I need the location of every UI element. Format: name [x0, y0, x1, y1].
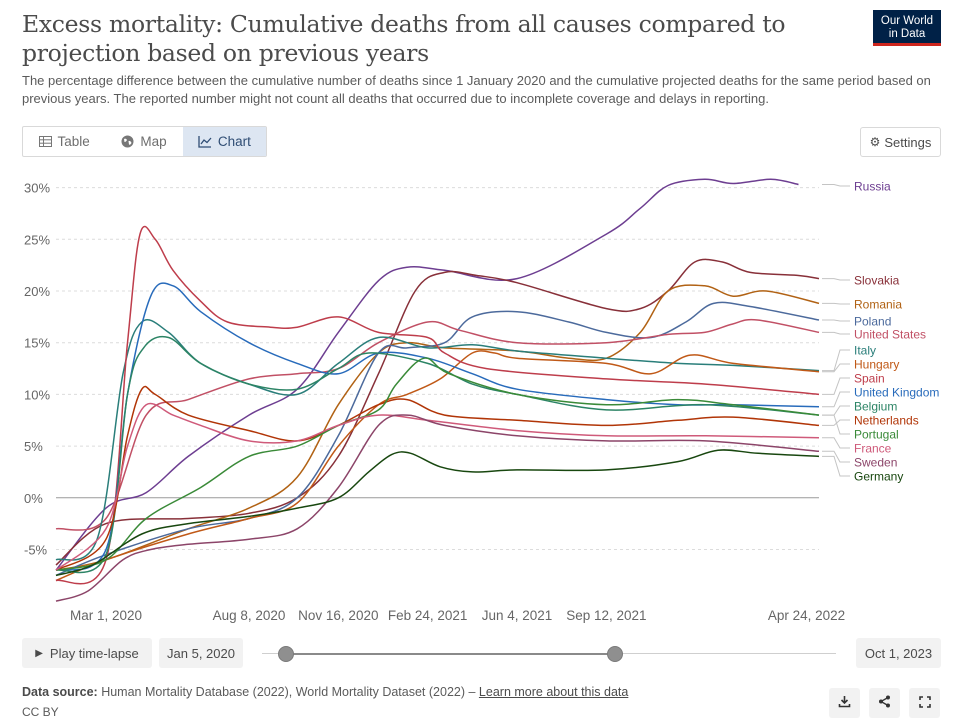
series-line-hungary — [55, 350, 820, 582]
legend-label-slovakia: Slovakia — [854, 274, 900, 288]
series-line-slovakia — [55, 258, 820, 566]
legend-label-united-states: United States — [854, 328, 926, 342]
play-label: Play time-lapse — [49, 645, 139, 661]
legend-label-poland: Poland — [854, 315, 891, 329]
chart-subtitle: The percentage difference between the cu… — [22, 73, 931, 106]
legend-label-netherlands: Netherlands — [854, 414, 919, 428]
settings-button[interactable]: ⚙ Settings — [860, 127, 941, 157]
table-icon — [38, 136, 52, 147]
legend-connector — [822, 455, 850, 477]
series-line-portugal — [55, 357, 820, 571]
legend-label-belgium: Belgium — [854, 400, 897, 414]
owid-logo[interactable]: Our World in Data — [873, 10, 941, 46]
series-line-united-states — [55, 318, 820, 531]
share-button[interactable] — [869, 688, 900, 718]
end-date-label: Oct 1, 2023 — [856, 638, 941, 668]
tab-chart[interactable]: Chart — [182, 127, 266, 156]
x-tick-label: Mar 1, 2020 — [70, 608, 142, 623]
y-tick-label: 30% — [24, 181, 50, 196]
legend-connector — [822, 405, 850, 416]
legend-connector — [822, 331, 850, 335]
logo-line-1: Our World — [880, 15, 934, 27]
y-tick-label: 25% — [24, 232, 50, 247]
legend-connector — [822, 184, 850, 187]
start-date-label: Jan 5, 2020 — [159, 638, 243, 668]
y-tick-label: -5% — [24, 543, 48, 558]
settings-label: Settings — [884, 134, 932, 150]
legend-label-france: France — [854, 442, 892, 456]
series-line-germany — [55, 449, 820, 577]
y-tick-label: 20% — [24, 284, 50, 299]
series-line-belgium — [55, 335, 820, 574]
series-line-sweden — [55, 414, 820, 602]
legend-connector — [822, 319, 850, 322]
legend-connector — [822, 377, 850, 395]
view-tabs: Table Map Chart — [22, 126, 267, 157]
play-timelapse-button[interactable]: ▶ Play time-lapse — [22, 638, 152, 668]
chart-title: Excess mortality: Cumulative deaths from… — [22, 10, 786, 67]
x-tick-label: Apr 24, 2022 — [768, 608, 845, 623]
legend-label-united-kingdom: United Kingdom — [854, 386, 939, 400]
legend-label-germany: Germany — [854, 470, 903, 484]
legend-label-spain: Spain — [854, 372, 885, 386]
x-tick-label: Nov 16, 2020 — [298, 608, 378, 623]
y-tick-label: 10% — [24, 387, 50, 402]
x-tick-label: Sep 12, 2021 — [566, 608, 646, 623]
legend-connector — [822, 391, 850, 408]
learn-more-link[interactable]: Learn more about this data — [478, 685, 629, 699]
fullscreen-button[interactable] — [909, 688, 940, 718]
series-line-spain — [55, 225, 820, 585]
data-source: Data source: Human Mortality Database (2… — [22, 685, 628, 699]
legend-label-romania: Romania — [854, 298, 902, 312]
timeline-end-handle[interactable] — [607, 646, 623, 662]
download-button[interactable] — [829, 688, 860, 718]
legend-connector — [822, 450, 850, 463]
y-tick-label: 5% — [24, 439, 43, 454]
series-line-france — [55, 402, 820, 571]
x-tick-label: Feb 24, 2021 — [388, 608, 468, 623]
gear-icon: ⚙ — [869, 135, 881, 149]
tab-table[interactable]: Table — [23, 127, 105, 156]
share-icon — [878, 695, 891, 711]
legend-label-sweden: Sweden — [854, 456, 897, 470]
x-tick-label: Jun 4, 2021 — [482, 608, 553, 623]
expand-icon — [918, 695, 931, 711]
y-tick-label: 15% — [24, 336, 50, 351]
legend-connector — [822, 437, 850, 449]
license: CC BY — [22, 705, 59, 719]
globe-icon — [121, 135, 134, 148]
series-line-united-kingdom — [55, 282, 820, 571]
tab-table-label: Table — [57, 134, 90, 149]
source-label: Data source: — [22, 685, 98, 699]
legend-connector — [822, 419, 850, 426]
source-text: Human Mortality Database (2022), World M… — [97, 685, 479, 699]
series-line-romania — [55, 284, 820, 571]
legend-connector — [822, 363, 850, 373]
download-icon — [838, 695, 851, 711]
series-line-poland — [55, 301, 820, 577]
y-tick-label: 0% — [24, 491, 43, 506]
legend-label-hungary: Hungary — [854, 358, 899, 372]
tab-chart-label: Chart — [217, 134, 251, 149]
line-chart: -5% 0% 5% 10% 15% 20% 25% 30% Mar 1, 2020 Aug 8, … — [24, 178, 939, 623]
legend-label-russia: Russia — [854, 180, 891, 194]
timeline-selected-range — [286, 653, 615, 655]
tab-map[interactable]: Map — [105, 127, 182, 156]
x-tick-label: Aug 8, 2020 — [213, 608, 286, 623]
legend-label-italy: Italy — [854, 344, 876, 358]
timeline-start-handle[interactable] — [278, 646, 294, 662]
legend-connector — [822, 302, 850, 305]
legend-connector — [822, 349, 850, 372]
tab-map-label: Map — [140, 134, 167, 149]
legend-connector — [822, 278, 850, 281]
logo-line-2: in Data — [888, 28, 926, 40]
legend-connector — [822, 414, 850, 435]
series-line-russia — [55, 178, 799, 571]
play-icon: ▶ — [35, 647, 43, 659]
line-chart-icon — [198, 135, 212, 148]
legend-label-portugal: Portugal — [854, 428, 899, 442]
timeline-controls: ▶ Play time-lapse Jan 5, 2020 Oct 1, 202… — [0, 638, 964, 668]
